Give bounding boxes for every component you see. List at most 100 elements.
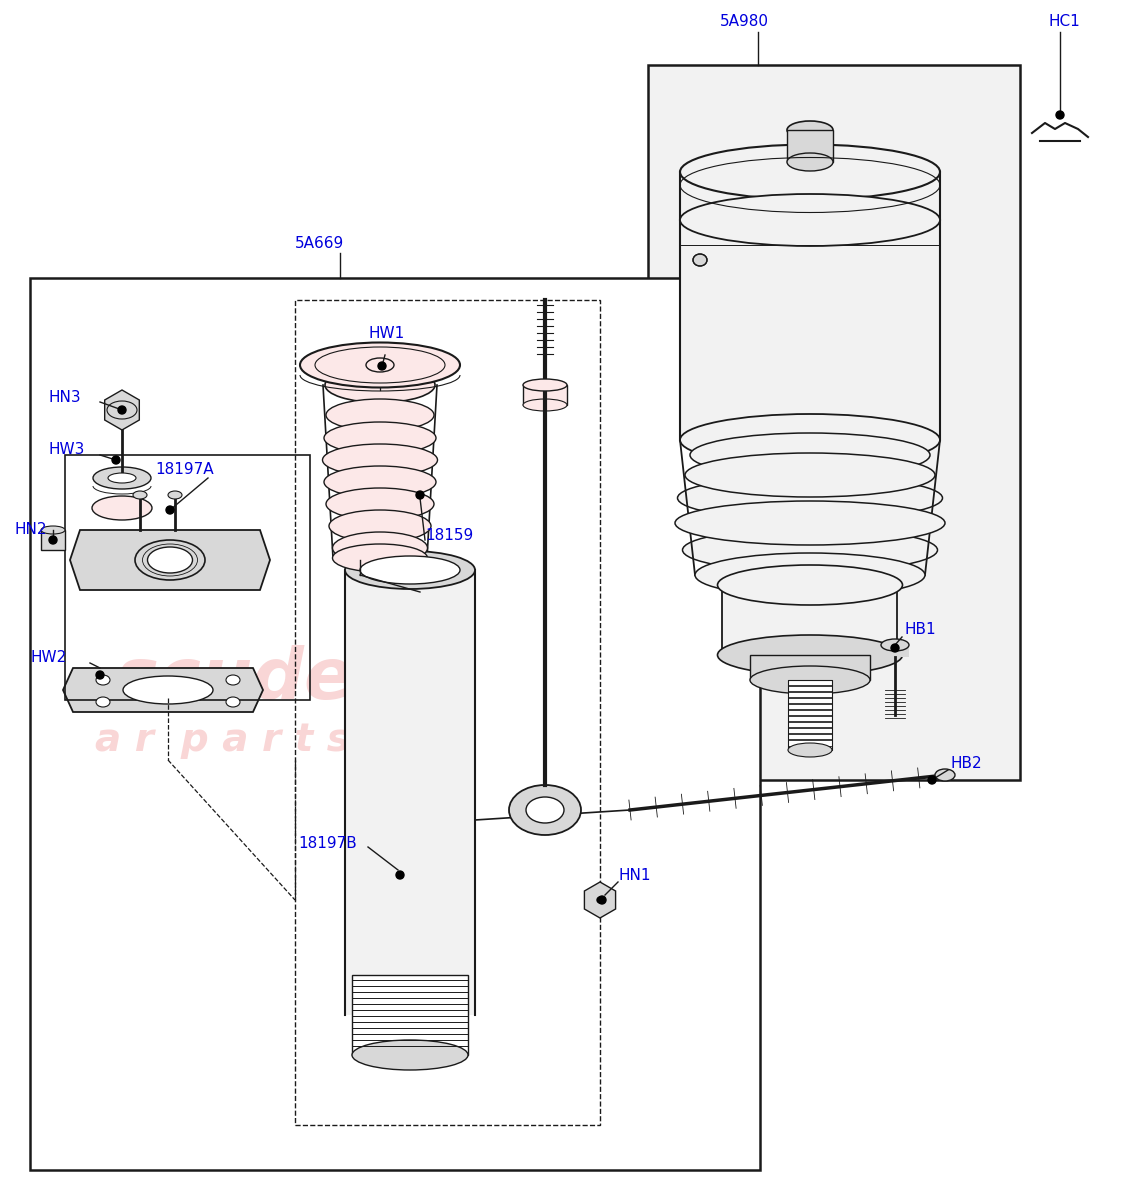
Ellipse shape xyxy=(41,526,65,534)
Bar xyxy=(442,758,480,796)
Ellipse shape xyxy=(226,697,239,707)
Bar xyxy=(926,538,964,576)
Bar xyxy=(659,500,698,538)
Bar xyxy=(518,758,556,796)
Text: 18159: 18159 xyxy=(424,528,473,544)
Bar xyxy=(556,758,594,796)
Polygon shape xyxy=(585,882,615,918)
Ellipse shape xyxy=(93,467,151,490)
Bar xyxy=(328,720,365,758)
Text: 5A669: 5A669 xyxy=(295,235,344,251)
Polygon shape xyxy=(64,668,263,712)
Ellipse shape xyxy=(787,152,833,170)
Bar xyxy=(365,796,404,834)
Ellipse shape xyxy=(675,502,945,545)
Text: HW3: HW3 xyxy=(48,443,84,457)
Bar xyxy=(735,690,774,728)
Circle shape xyxy=(417,491,424,499)
Bar xyxy=(480,758,518,796)
Bar xyxy=(41,530,65,550)
Polygon shape xyxy=(70,530,270,590)
Bar xyxy=(480,872,518,910)
Bar xyxy=(774,614,812,652)
Bar xyxy=(442,720,480,758)
Bar xyxy=(888,538,926,576)
Bar xyxy=(850,690,888,728)
Bar xyxy=(442,796,480,834)
Ellipse shape xyxy=(682,528,938,572)
Bar xyxy=(881,646,909,658)
Ellipse shape xyxy=(365,358,394,372)
Bar xyxy=(850,728,888,766)
Text: 5A980: 5A980 xyxy=(720,14,770,30)
Ellipse shape xyxy=(352,1040,468,1070)
Bar xyxy=(850,652,888,690)
Ellipse shape xyxy=(523,398,568,410)
Bar xyxy=(812,538,850,576)
Ellipse shape xyxy=(788,743,832,757)
Bar xyxy=(926,614,964,652)
Bar xyxy=(888,690,926,728)
Bar xyxy=(788,680,832,750)
Bar xyxy=(404,758,442,796)
Ellipse shape xyxy=(333,544,428,572)
Circle shape xyxy=(928,776,936,784)
Bar xyxy=(556,796,594,834)
Bar xyxy=(812,728,850,766)
Circle shape xyxy=(49,536,57,544)
Text: HB2: HB2 xyxy=(950,756,982,770)
Ellipse shape xyxy=(360,556,460,584)
Bar xyxy=(365,872,404,910)
Bar xyxy=(659,652,698,690)
Text: HN3: HN3 xyxy=(48,390,81,404)
Bar xyxy=(774,728,812,766)
Ellipse shape xyxy=(686,452,935,497)
Bar xyxy=(442,834,480,872)
Bar xyxy=(291,834,328,872)
Text: HN1: HN1 xyxy=(617,868,650,882)
Bar xyxy=(774,690,812,728)
Bar xyxy=(850,538,888,576)
Text: scuderia: scuderia xyxy=(115,646,462,714)
Bar xyxy=(404,720,442,758)
Bar xyxy=(518,834,556,872)
Bar xyxy=(888,614,926,652)
Ellipse shape xyxy=(326,398,434,431)
Ellipse shape xyxy=(345,551,476,589)
Text: HW2: HW2 xyxy=(30,650,66,666)
Bar xyxy=(735,538,774,576)
Bar xyxy=(556,834,594,872)
Circle shape xyxy=(598,896,606,904)
Bar xyxy=(404,872,442,910)
Bar xyxy=(926,728,964,766)
Ellipse shape xyxy=(123,676,213,704)
Ellipse shape xyxy=(693,254,707,266)
Circle shape xyxy=(112,456,120,464)
Circle shape xyxy=(396,871,404,878)
Ellipse shape xyxy=(133,491,148,499)
Bar xyxy=(404,796,442,834)
Bar xyxy=(365,758,404,796)
Text: HC1: HC1 xyxy=(1048,14,1079,30)
Bar xyxy=(518,720,556,758)
Bar xyxy=(365,720,404,758)
Text: HW1: HW1 xyxy=(368,325,404,341)
Bar xyxy=(291,872,328,910)
Bar xyxy=(926,576,964,614)
Ellipse shape xyxy=(787,121,833,139)
Bar xyxy=(442,872,480,910)
Bar xyxy=(735,500,774,538)
Polygon shape xyxy=(104,390,140,430)
Bar xyxy=(404,834,442,872)
Ellipse shape xyxy=(168,491,182,499)
Ellipse shape xyxy=(695,553,925,596)
Bar xyxy=(556,872,594,910)
Bar xyxy=(850,576,888,614)
Bar xyxy=(648,65,1020,780)
Bar xyxy=(774,576,812,614)
Bar xyxy=(735,652,774,690)
Bar xyxy=(30,278,760,1170)
Circle shape xyxy=(166,506,174,514)
Bar xyxy=(735,576,774,614)
Bar xyxy=(291,720,328,758)
